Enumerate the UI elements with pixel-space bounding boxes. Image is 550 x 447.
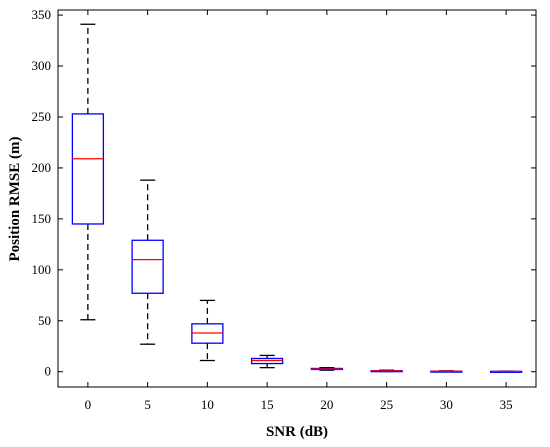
box-35: [489, 370, 523, 373]
iqr-box: [131, 239, 164, 294]
boxes-layer: [71, 23, 523, 373]
y-tick-label: 250: [32, 109, 52, 124]
x-tick-label: 30: [440, 397, 453, 412]
y-tick-label: 350: [32, 7, 52, 22]
x-axis-ticks: 0 5 10 15 20 25 30 35: [85, 10, 513, 412]
y-tick-label: 300: [32, 58, 52, 73]
x-tick-label: 20: [320, 397, 333, 412]
box-20: [310, 366, 344, 371]
x-tick-label: 35: [500, 397, 513, 412]
iqr-box: [71, 113, 105, 225]
x-tick-label: 5: [144, 397, 151, 412]
y-axis-label: Position RMSE (m): [7, 137, 23, 262]
x-axis-label: SNR (dB): [266, 424, 328, 440]
y-tick-label: 100: [32, 262, 52, 277]
y-tick-label: 50: [38, 313, 51, 328]
box-0: [71, 23, 105, 321]
box-30: [430, 370, 463, 373]
y-tick-label: 150: [32, 211, 52, 226]
x-tick-label: 0: [85, 397, 92, 412]
y-axis-ticks: 0 50 100 150 200 250 300 350: [32, 7, 536, 379]
box-25: [370, 369, 403, 373]
x-tick-label: 25: [380, 397, 393, 412]
plot-area-frame: [57, 9, 537, 388]
x-tick-label: 15: [261, 397, 274, 412]
x-tick-label: 10: [201, 397, 214, 412]
box-15: [250, 354, 284, 369]
box-5: [131, 179, 164, 345]
y-tick-label: 200: [32, 160, 52, 175]
y-tick-label: 0: [45, 364, 52, 379]
box-10: [191, 299, 224, 362]
